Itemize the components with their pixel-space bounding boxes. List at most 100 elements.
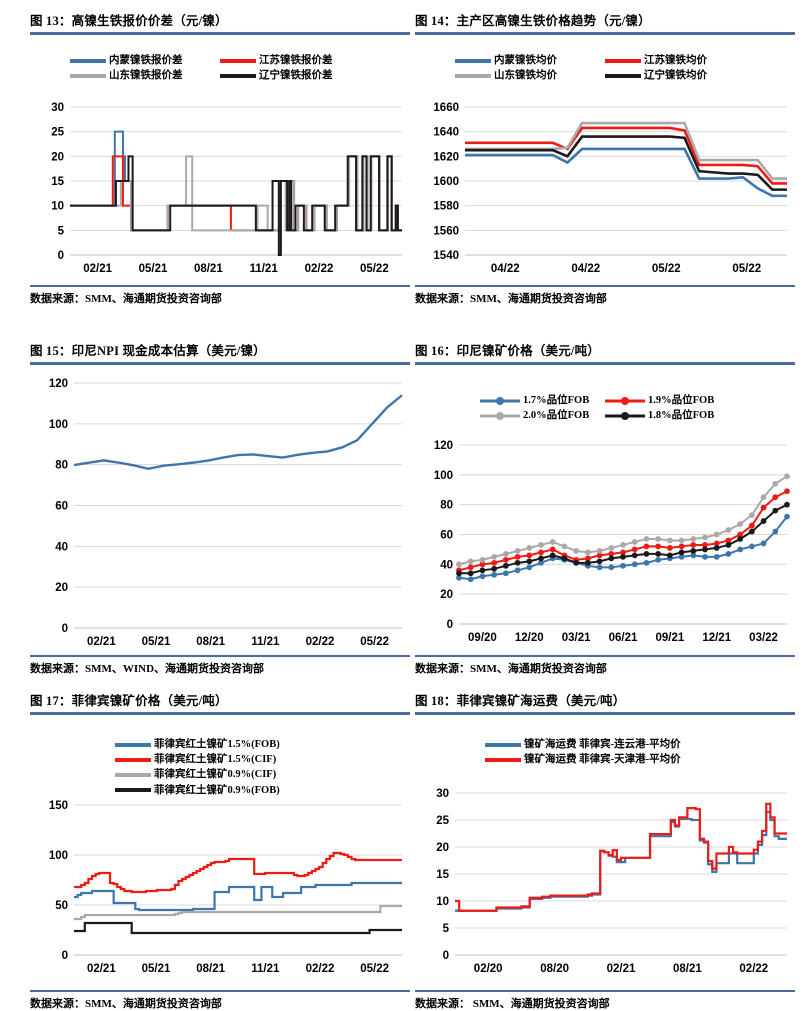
legend-item[interactable]: 镍矿海运费 菲律宾-连云港-平均价: [485, 737, 795, 752]
figure-rule-top-16: [415, 362, 795, 365]
line-swatch-icon: [70, 73, 106, 78]
svg-text:1560: 1560: [433, 225, 459, 237]
svg-text:08/21: 08/21: [673, 963, 702, 975]
legend-item[interactable]: 辽宁镍铁均价: [605, 68, 755, 83]
legend-17: 菲律宾红土镍矿1.5%(FOB) 菲律宾红土镍矿1.5%(CIF) 菲律宾红土镍…: [115, 737, 410, 798]
svg-text:0: 0: [62, 950, 68, 962]
legend-16: 1.7%品位FOB 1.9%品位FOB: [480, 393, 730, 423]
svg-text:1580: 1580: [433, 201, 459, 213]
line-swatch-icon: [115, 742, 151, 747]
line-swatch-icon: [220, 73, 256, 78]
svg-text:02/22: 02/22: [306, 963, 335, 975]
figure-panel-14: 图 14：主产区高镍生铁价格趋势（元/镍） 内蒙镍铁均价 江苏镍铁均价 山东镍铁…: [415, 10, 795, 306]
legend-13: 内蒙镍铁报价差 江苏镍铁报价差 山东镍铁报价差 辽宁镍铁报价差: [70, 53, 370, 83]
svg-text:12/20: 12/20: [515, 632, 544, 644]
chart-area-17: 菲律宾红土镍矿1.5%(FOB) 菲律宾红土镍矿1.5%(CIF) 菲律宾红土镍…: [30, 715, 410, 990]
legend-item[interactable]: 内蒙镍铁报价差: [70, 53, 220, 68]
line-swatch-icon: [605, 73, 641, 78]
legend-item[interactable]: 1.7%品位FOB: [480, 393, 605, 408]
figure-rule-top-17: [30, 712, 410, 715]
line-swatch-icon: [605, 58, 641, 63]
svg-text:1620: 1620: [433, 151, 459, 163]
figure-rule-top-13: [30, 32, 410, 35]
svg-text:10: 10: [51, 201, 64, 213]
line-swatch-icon: [455, 58, 491, 63]
svg-text:05/21: 05/21: [139, 263, 168, 275]
svg-text:80: 80: [440, 500, 453, 512]
svg-text:11/21: 11/21: [251, 636, 280, 648]
figure-source-17: 数据来源：SMM、海通期货投资咨询部: [30, 998, 222, 1010]
svg-text:20: 20: [55, 582, 68, 594]
svg-text:80: 80: [55, 460, 68, 472]
figure-title-18: 图 18：菲律宾镍矿海运费（美元/吨）: [415, 694, 626, 708]
svg-text:15: 15: [51, 176, 64, 188]
svg-text:02/22: 02/22: [306, 636, 335, 648]
svg-text:50: 50: [55, 900, 68, 912]
svg-text:1660: 1660: [433, 102, 459, 114]
svg-text:1640: 1640: [433, 127, 459, 139]
svg-text:03/22: 03/22: [749, 632, 778, 644]
plot-svg-18: 0 5 10 15 20 25 30 02/20 08/20 02/21 08/21 02/22: [436, 788, 787, 975]
legend-item[interactable]: 菲律宾红土镍矿1.5%(CIF): [115, 752, 410, 767]
plot-svg-16: 0 20 40 60 80 100 120 09/20 12/20 03/21 06/21 09/21…: [434, 440, 790, 644]
legend-item[interactable]: 1.8%品位FOB: [605, 408, 730, 423]
legend-item[interactable]: 山东镍铁均价: [455, 68, 605, 83]
legend-item[interactable]: 菲律宾红土镍矿1.5%(FOB): [115, 737, 410, 752]
svg-text:60: 60: [440, 530, 453, 542]
figure-panel-15: 图 15：印尼NPI 现金成本估算（美元/镍） 0 20 40 60 80 100 120 0…: [30, 340, 410, 676]
legend-item[interactable]: 镍矿海运费 菲律宾-天津港-平均价: [485, 752, 795, 767]
figure-title-15: 图 15：印尼NPI 现金成本估算（美元/镍）: [30, 344, 266, 358]
legend-item[interactable]: 江苏镍铁报价差: [220, 53, 370, 68]
svg-text:0: 0: [443, 950, 449, 962]
svg-text:0: 0: [62, 623, 68, 635]
legend-item[interactable]: 1.9%品位FOB: [605, 393, 730, 408]
svg-text:02/22: 02/22: [305, 263, 334, 275]
figure-source-18: 数据来源： SMM、海通期货投资咨询部: [415, 998, 610, 1010]
svg-text:08/21: 08/21: [196, 636, 225, 648]
svg-text:02/22: 02/22: [739, 963, 768, 975]
legend-item[interactable]: 江苏镍铁均价: [605, 53, 755, 68]
svg-text:30: 30: [51, 102, 64, 114]
svg-text:08/21: 08/21: [194, 263, 223, 275]
svg-text:06/21: 06/21: [609, 632, 638, 644]
svg-text:40: 40: [55, 541, 68, 553]
figure-source-14: 数据来源：SMM、海通期货投资咨询部: [415, 293, 607, 305]
legend-item[interactable]: 辽宁镍铁报价差: [220, 68, 370, 83]
svg-text:100: 100: [49, 419, 68, 431]
svg-text:05/21: 05/21: [142, 963, 171, 975]
svg-text:120: 120: [49, 378, 68, 390]
svg-text:11/21: 11/21: [251, 963, 280, 975]
figure-source-13: 数据来源：SMM、海通期货投资咨询部: [30, 293, 222, 305]
figure-rule-bottom-13: [30, 285, 410, 287]
line-swatch-icon: [220, 58, 256, 63]
svg-text:10: 10: [436, 896, 449, 908]
svg-text:05/22: 05/22: [652, 263, 681, 275]
plot-svg-14: 1540 1560 1580 1600 1620 1640 1660 04/22 04/22 05…: [433, 102, 787, 275]
svg-text:100: 100: [49, 850, 68, 862]
svg-text:02/21: 02/21: [607, 963, 636, 975]
svg-text:12/21: 12/21: [702, 632, 731, 644]
line-marker-swatch-icon: [605, 411, 645, 420]
line-marker-swatch-icon: [480, 396, 520, 405]
svg-text:02/21: 02/21: [87, 963, 116, 975]
svg-text:05/22: 05/22: [732, 263, 761, 275]
svg-text:1540: 1540: [433, 250, 459, 262]
legend-item[interactable]: 内蒙镍铁均价: [455, 53, 605, 68]
figure-panel-16: 图 16：印尼镍矿价格（美元/吨） 1.7%品位FOB: [415, 340, 795, 676]
line-swatch-icon: [485, 757, 521, 762]
chart-area-13: 内蒙镍铁报价差 江苏镍铁报价差 山东镍铁报价差 辽宁镍铁报价差 0 5 10 15 20…: [30, 35, 410, 285]
chart-area-18: 镍矿海运费 菲律宾-连云港-平均价 镍矿海运费 菲律宾-天津港-平均价 0 5 10…: [415, 715, 795, 990]
legend-item[interactable]: 2.0%品位FOB: [480, 408, 605, 423]
line-marker-swatch-icon: [605, 396, 645, 405]
figure-rule-bottom-15: [30, 655, 410, 657]
figure-panel-17: 图 17：菲律宾镍矿价格（美元/吨） 菲律宾红土镍矿1.5%(FOB) 菲律宾红…: [30, 690, 410, 1011]
legend-item[interactable]: 山东镍铁报价差: [70, 68, 220, 83]
legend-item[interactable]: 菲律宾红土镍矿0.9%(CIF): [115, 767, 410, 782]
svg-text:60: 60: [55, 501, 68, 513]
svg-text:20: 20: [436, 842, 449, 854]
svg-text:150: 150: [49, 800, 68, 812]
line-swatch-icon: [70, 58, 106, 63]
legend-item[interactable]: 菲律宾红土镍矿0.9%(FOB): [115, 783, 410, 798]
svg-text:09/20: 09/20: [468, 632, 497, 644]
